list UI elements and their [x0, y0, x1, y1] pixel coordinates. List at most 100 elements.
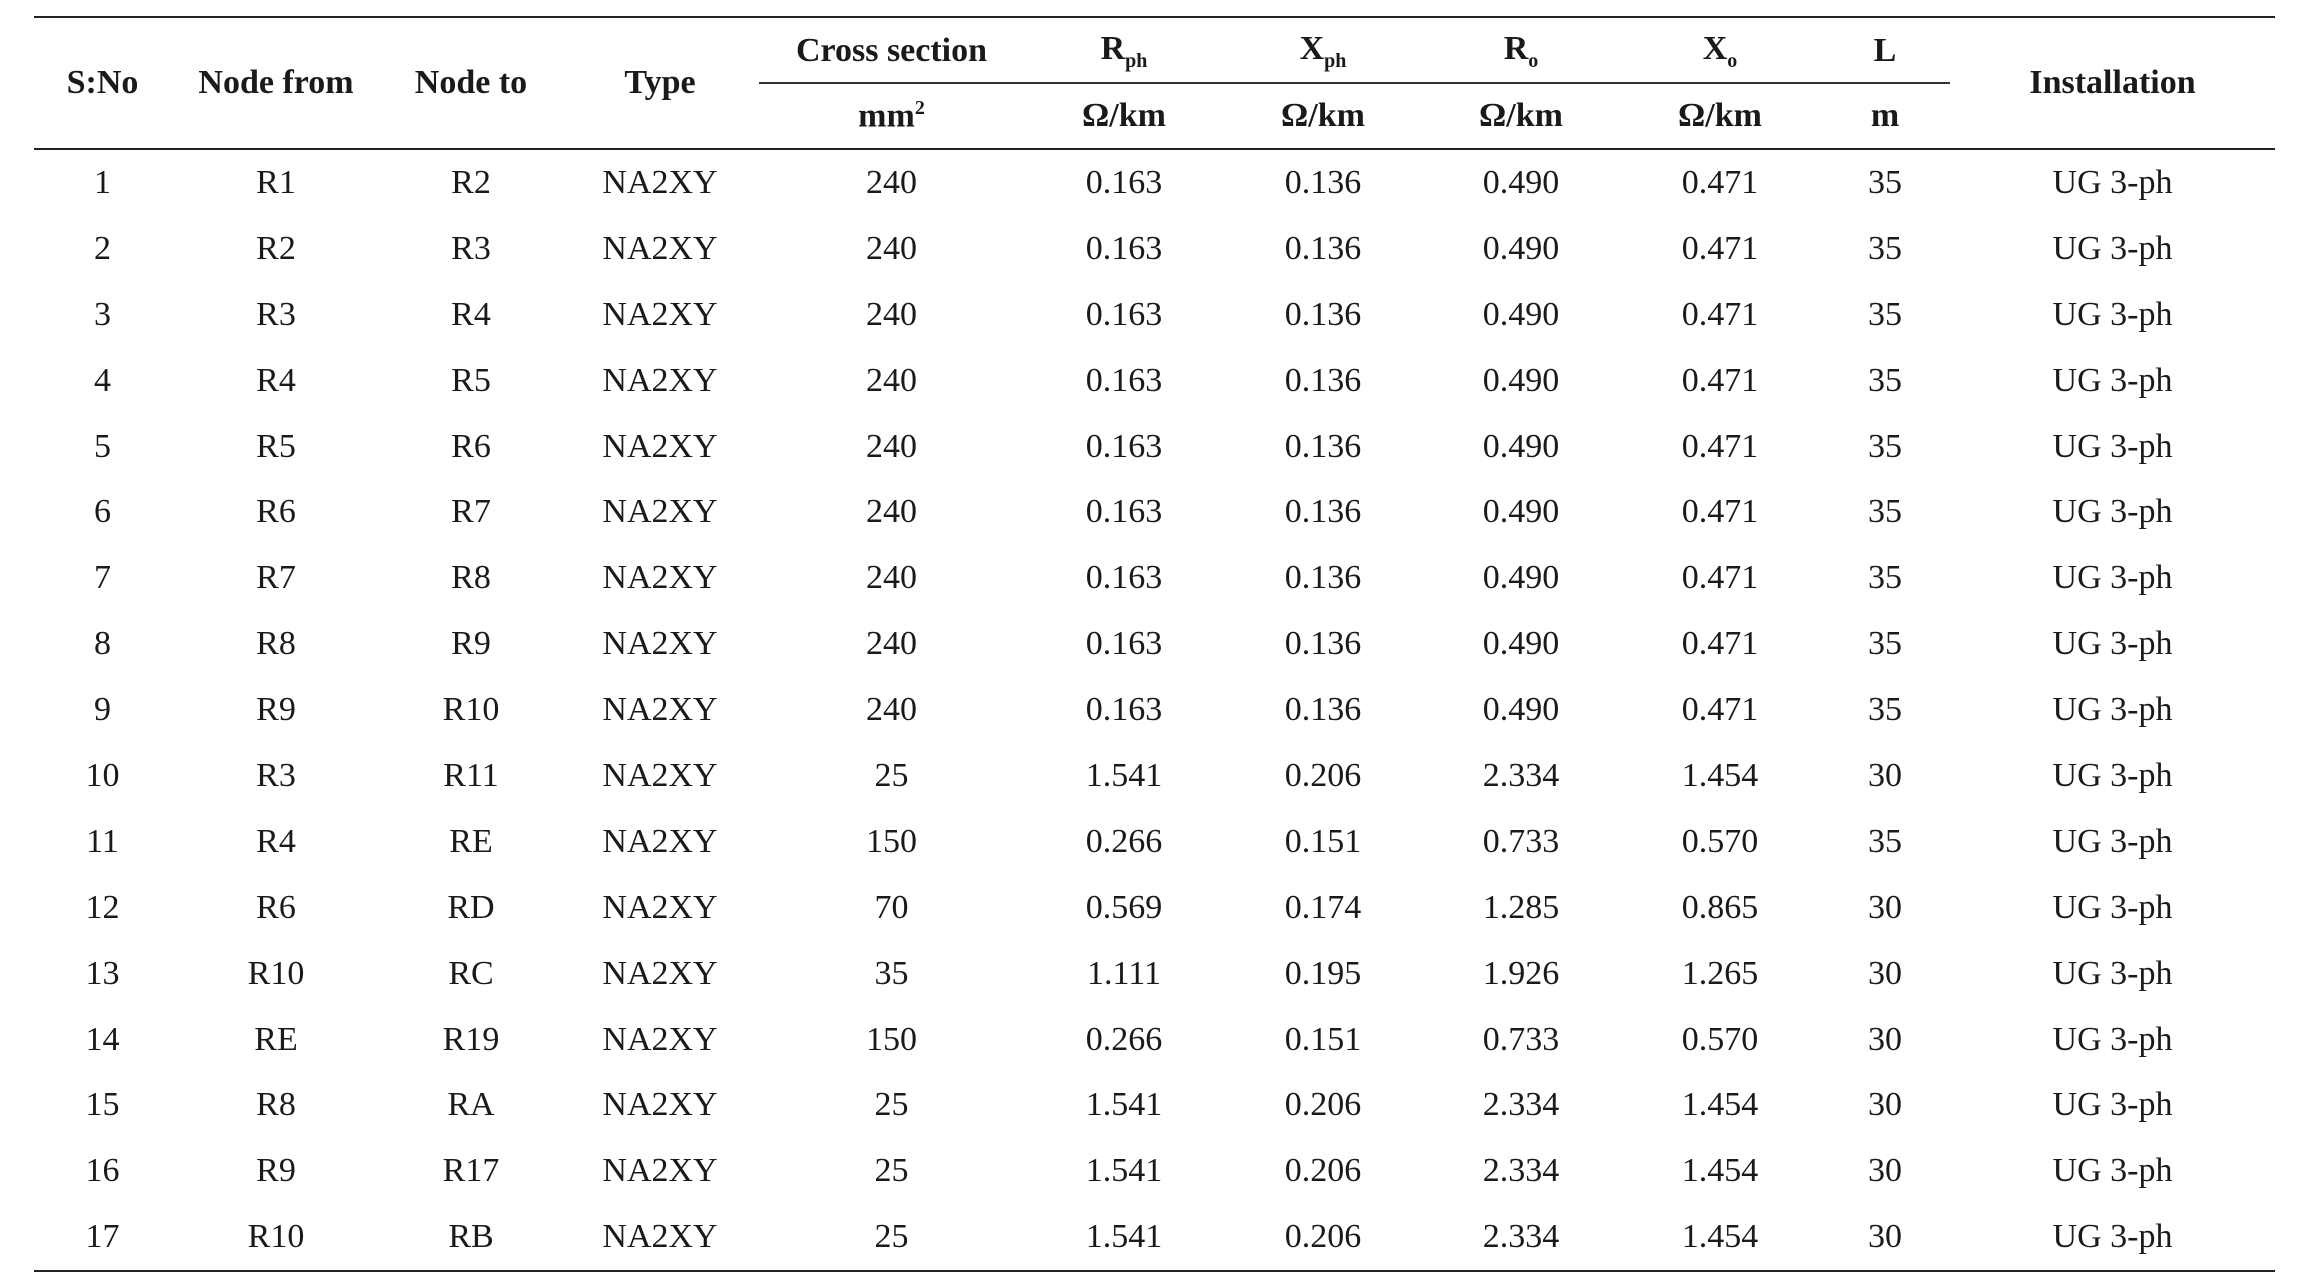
- cell-node-from: R9: [256, 691, 296, 729]
- header-r-o-main: R: [1503, 29, 1529, 67]
- cell-sno: 11: [86, 822, 119, 860]
- cell-node-to: RE: [449, 822, 493, 860]
- header-x-o-sub: o: [1727, 49, 1738, 72]
- cell-node-to: R2: [451, 163, 491, 201]
- header-r-ph: Rph: [1024, 16, 1224, 85]
- cell-cross-section: 25: [874, 756, 909, 794]
- cell-node-to: RC: [448, 954, 494, 992]
- cell-node-from: R6: [256, 888, 296, 926]
- cell-l: 30: [1868, 1086, 1902, 1124]
- cell-r-o: 0.490: [1482, 229, 1560, 267]
- table-row: 6 R6 R7 NA2XY 240 0.163 0.136 0.490 0.471 35 UG 3-…: [34, 479, 2275, 545]
- table-row: 1 R1 R2 NA2XY 240 0.163 0.136 0.490 0.471 35 UG 3-…: [34, 149, 2275, 216]
- cell-cross-section: 240: [866, 625, 917, 663]
- cell-cross-section: 70: [874, 888, 909, 926]
- header-row-units: mm2 Ω/km Ω/km Ω/km Ω/km m: [34, 84, 2275, 150]
- cell-installation: UG 3-ph: [2052, 954, 2173, 992]
- cell-r-o: 2.334: [1482, 1086, 1560, 1124]
- cell-l: 30: [1868, 756, 1902, 794]
- cell-x-o: 1.454: [1620, 1204, 1820, 1273]
- cell-r-ph: 0.163: [1085, 691, 1163, 729]
- cell-r-ph: 0.266: [1085, 1020, 1163, 1058]
- cell-cross-section: 240: [866, 163, 917, 201]
- cell-x-ph: 0.136: [1284, 163, 1362, 201]
- table-header: S:No Node from Node to Type Cross sectio…: [34, 16, 2275, 150]
- cell-cross-section: 240: [866, 229, 917, 267]
- cell-r-o: 1.285: [1482, 888, 1560, 926]
- header-installation: Installation: [1950, 16, 2275, 150]
- cell-type: NA2XY: [602, 822, 718, 860]
- cell-sno: 4: [94, 361, 111, 399]
- cell-sno: 16: [85, 1152, 120, 1190]
- cell-x-ph: 0.136: [1284, 625, 1362, 663]
- cell-node-to: R11: [443, 756, 499, 794]
- cell-cross-section: 240: [866, 295, 917, 333]
- cell-x-o: 0.865: [1681, 888, 1759, 926]
- cell-x-o: 0.471: [1681, 427, 1759, 465]
- cell-r-o: 1.926: [1482, 954, 1560, 992]
- cell-r-o: 0.733: [1482, 822, 1560, 860]
- header-r-o-sub: o: [1528, 49, 1539, 72]
- cell-node-from: R7: [256, 559, 296, 597]
- cell-node-to: R17: [442, 1152, 500, 1190]
- cell-type: NA2XY: [602, 295, 718, 333]
- cell-l: 30: [1868, 888, 1902, 926]
- cell-type: NA2XY: [602, 1152, 718, 1190]
- cell-l: 35: [1868, 361, 1902, 399]
- cell-installation: UG 3-ph: [2052, 1152, 2173, 1190]
- header-l: L: [1820, 16, 1950, 85]
- cell-x-o: 0.471: [1681, 295, 1759, 333]
- cell-sno: 10: [85, 756, 120, 794]
- cell-x-ph: 0.136: [1284, 493, 1362, 531]
- cell-x-o: 0.471: [1681, 163, 1759, 201]
- cell-cross-section: 150: [866, 1020, 917, 1058]
- cell-r-o: 0.490: [1482, 691, 1560, 729]
- cell-r-o: 0.490: [1482, 427, 1560, 465]
- cell-sno: 7: [94, 559, 111, 597]
- cell-r-ph: 0.163: [1085, 427, 1163, 465]
- cell-r-ph: 0.569: [1085, 888, 1163, 926]
- cell-l: 30: [1868, 954, 1902, 992]
- cell-node-from: R10: [171, 1204, 381, 1273]
- cell-sno: 6: [94, 493, 111, 531]
- cell-node-to: R4: [451, 295, 491, 333]
- cell-x-ph: 0.206: [1284, 1152, 1362, 1190]
- cell-node-to: R6: [451, 427, 491, 465]
- cell-r-ph: 0.163: [1085, 295, 1163, 333]
- cell-node-to: RB: [381, 1204, 561, 1273]
- unit-x-ph: Ω/km: [1224, 84, 1422, 150]
- table-row: 14 RE R19 NA2XY 150 0.266 0.151 0.733 0.570 30 UG …: [34, 1007, 2275, 1073]
- table-row: 7 R7 R8 NA2XY 240 0.163 0.136 0.490 0.471 35 UG 3-…: [34, 545, 2275, 611]
- cell-cross-section: 25: [874, 1152, 909, 1190]
- cell-l: 35: [1868, 625, 1902, 663]
- cell-l: 30: [1868, 1020, 1902, 1058]
- table-row: 12 R6 RD NA2XY 70 0.569 0.174 1.285 0.865 30 UG 3-…: [34, 875, 2275, 941]
- cell-installation: UG 3-ph: [2052, 361, 2173, 399]
- cell-sno: 15: [85, 1086, 120, 1124]
- cell-installation: UG 3-ph: [2052, 822, 2173, 860]
- cell-node-from: R8: [256, 625, 296, 663]
- cell-node-from: R1: [256, 163, 296, 201]
- cell-node-to: R9: [451, 625, 491, 663]
- unit-cross-section-main: mm: [858, 97, 915, 135]
- cell-sno: 5: [94, 427, 111, 465]
- cell-type: NA2XY: [602, 361, 718, 399]
- unit-l: m: [1820, 84, 1950, 150]
- cell-r-ph: 1.541: [1085, 1086, 1163, 1124]
- cell-x-o: 0.570: [1681, 1020, 1759, 1058]
- cell-r-ph: 0.266: [1085, 822, 1163, 860]
- cell-x-o: 1.454: [1681, 756, 1759, 794]
- cell-cross-section: 240: [866, 361, 917, 399]
- cell-r-ph: 1.541: [1085, 1152, 1163, 1190]
- cell-installation: UG 3-ph: [2052, 295, 2173, 333]
- cell-x-o: 0.471: [1681, 493, 1759, 531]
- cell-l: 35: [1868, 691, 1902, 729]
- header-x-ph-main: X: [1299, 29, 1325, 67]
- cell-x-ph: 0.206: [1284, 1086, 1362, 1124]
- cell-x-ph: 0.136: [1284, 559, 1362, 597]
- cell-type: NA2XY: [602, 1086, 718, 1124]
- cell-node-to: R3: [451, 229, 491, 267]
- cell-node-from: R8: [256, 1086, 296, 1124]
- table-row: 17 R10 RB NA2XY 25 1.541 0.206 2.334 1.454 30 UG 3…: [34, 1204, 2275, 1273]
- cell-installation: UG 3-ph: [2052, 493, 2173, 531]
